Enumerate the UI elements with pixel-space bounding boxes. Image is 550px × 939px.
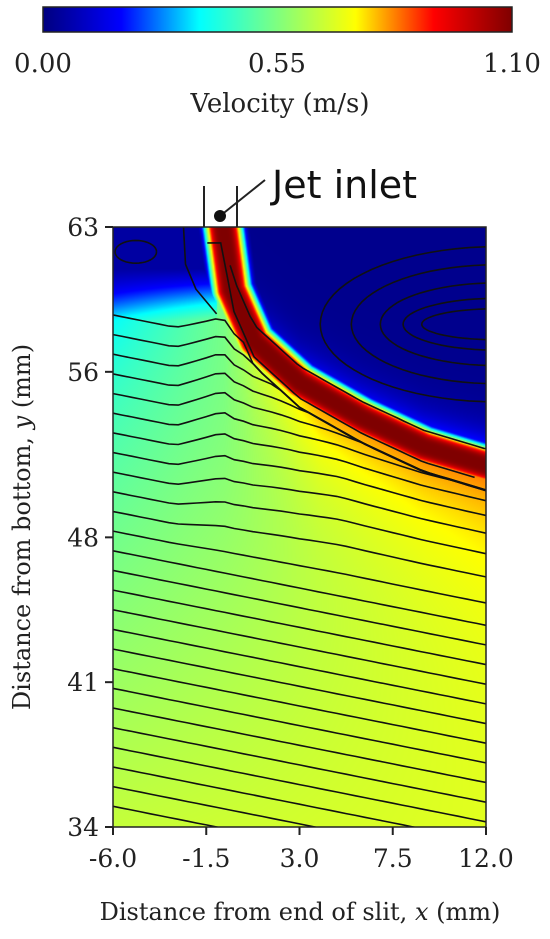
y-axis-label-text: Distance from bottom,	[8, 429, 36, 710]
x-axis-label-text: Distance from end of slit,	[100, 898, 415, 926]
colorbar-ticks: 0.00 0.55 1.10	[14, 49, 541, 79]
streamline	[113, 766, 418, 827]
streamline	[113, 491, 486, 555]
streamline	[113, 530, 486, 604]
y-axis-ticks: 34 41 48 56 63	[67, 213, 113, 842]
y-tick-label: 63	[67, 213, 99, 242]
streamline	[113, 609, 486, 685]
streamline	[113, 432, 486, 502]
jet-inlet-label: Jet inlet	[270, 163, 417, 207]
y-tick-label: 56	[67, 358, 99, 387]
jet-inlet-leader	[219, 179, 266, 217]
recirculation-streamline	[350, 264, 486, 385]
streamline	[113, 785, 320, 827]
x-axis-label: Distance from end of slit, x (mm)	[100, 898, 501, 926]
recirculation-streamline	[319, 246, 486, 403]
streamline	[113, 687, 486, 764]
y-tick-label: 48	[67, 523, 99, 552]
streamline	[113, 471, 486, 534]
streamline	[113, 314, 486, 491]
streamline	[113, 667, 486, 744]
streamline	[113, 805, 221, 827]
y-axis-label-var: y	[8, 415, 36, 430]
colorbar-tick-label: 1.10	[483, 49, 541, 79]
recirculation-streamline	[402, 297, 486, 351]
x-axis-label-var: x	[415, 898, 429, 926]
x-tick-label: 3.0	[280, 844, 320, 873]
y-tick-label: 34	[67, 813, 99, 842]
y-tick-label: 41	[67, 668, 99, 697]
x-axis-label-unit: (mm)	[428, 898, 500, 926]
x-tick-label: 12.0	[458, 844, 514, 873]
jet-inlet-annotation: Jet inlet	[203, 163, 417, 227]
colorbar-label: Velocity (m/s)	[189, 89, 369, 119]
streamlines	[113, 227, 486, 827]
y-axis-label-unit: (mm)	[8, 344, 36, 416]
jet-inlet-dot	[214, 210, 226, 222]
streamline	[113, 746, 486, 823]
jet-streamline	[229, 265, 486, 450]
entrainment-streamline	[182, 227, 218, 315]
streamline	[113, 569, 486, 646]
streamline	[113, 726, 486, 803]
streamline	[113, 648, 486, 725]
y-axis-label: Distance from bottom, y (mm)	[8, 344, 36, 710]
recirculation-streamline	[379, 282, 486, 367]
x-tick-label: -1.5	[182, 844, 230, 873]
streamline	[113, 707, 486, 784]
colorbar-tick-label: 0.55	[248, 49, 306, 79]
x-tick-label: 7.5	[373, 844, 413, 873]
colorbar-tick-label: 0.00	[14, 49, 72, 79]
recirculation-streamline	[420, 308, 486, 341]
streamline	[113, 628, 486, 705]
streamline	[113, 451, 486, 517]
colorbar	[42, 6, 513, 33]
streamline	[113, 411, 486, 492]
x-tick-label: -6.0	[89, 844, 137, 873]
streamline	[113, 510, 486, 578]
streamline	[113, 550, 486, 627]
streamline	[113, 589, 486, 666]
corner-vortex-streamline	[114, 239, 158, 265]
x-axis-ticks: -6.0 -1.5 3.0 7.5 12.0	[89, 827, 514, 873]
jet-streamline	[207, 242, 475, 479]
